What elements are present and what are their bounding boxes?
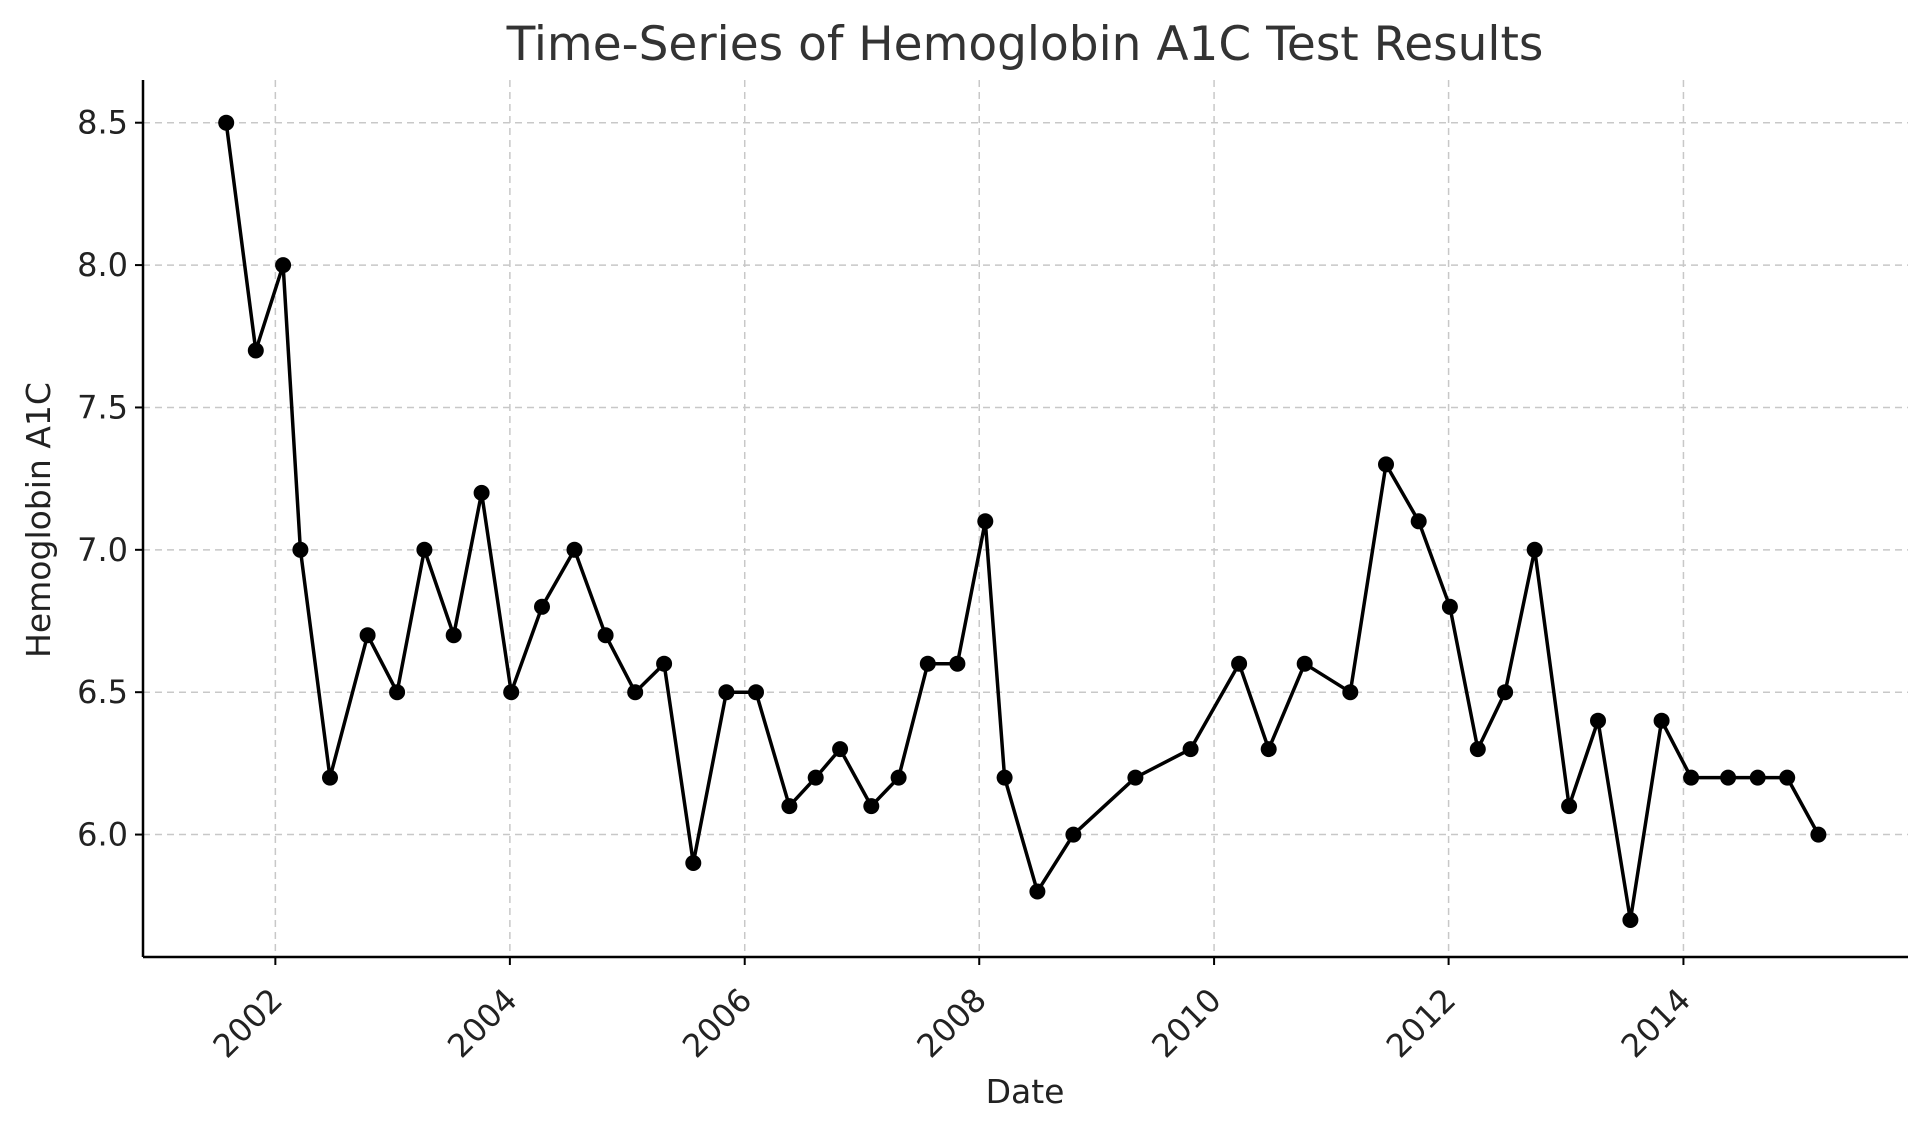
data-point: [1622, 912, 1639, 928]
data-point: [919, 655, 936, 672]
data-point: [781, 798, 798, 815]
data-point: [1683, 769, 1700, 786]
data-point: [1296, 655, 1313, 672]
data-point: [1720, 769, 1737, 786]
data-point: [473, 484, 490, 501]
axes: [141, 80, 1908, 959]
data-point: [1441, 598, 1458, 615]
data-point: [949, 655, 966, 672]
y-tick-label: 7.5: [77, 388, 128, 426]
data-point: [1410, 513, 1427, 530]
data-point: [1127, 769, 1144, 786]
data-point: [597, 627, 614, 644]
y-ticks: 6.0 6.5 7.0 7.5 8.0 8.5: [77, 104, 143, 854]
data-point: [1469, 741, 1486, 758]
x-axis-label: Date: [986, 1072, 1065, 1111]
x-tick-label: 2010: [1144, 981, 1228, 1065]
x-tick-label: 2004: [440, 981, 524, 1065]
data-point: [275, 257, 292, 274]
data-point: [1749, 769, 1766, 786]
grid: [143, 80, 1908, 957]
data-point: [1526, 541, 1543, 558]
x-tick-label: 2012: [1379, 981, 1463, 1065]
data-point: [890, 769, 907, 786]
data-points: [218, 114, 1827, 928]
data-point: [832, 741, 849, 758]
data-point: [627, 684, 644, 701]
data-point: [389, 684, 406, 701]
y-tick-label: 6.0: [77, 816, 128, 854]
data-point: [1497, 684, 1514, 701]
data-point: [1231, 655, 1248, 672]
y-tick-label: 8.5: [77, 104, 128, 142]
data-point: [359, 627, 376, 644]
data-point: [685, 855, 702, 871]
data-point: [1065, 826, 1082, 843]
data-point: [1260, 741, 1277, 758]
data-point: [1810, 826, 1827, 843]
y-axis-label: Hemoglobin A1C: [19, 382, 58, 658]
x-ticks: 2002 2004 2006 2008 2010 2012 2014: [206, 957, 1698, 1065]
data-point: [445, 627, 462, 644]
data-point: [566, 541, 583, 558]
y-tick-label: 7.0: [77, 531, 128, 569]
data-point: [1342, 684, 1359, 701]
data-point: [656, 655, 673, 672]
data-point: [718, 684, 735, 701]
data-point: [1779, 769, 1796, 786]
data-point: [1378, 456, 1394, 473]
data-point: [1029, 883, 1046, 900]
data-point: [863, 798, 880, 815]
data-point: [416, 541, 433, 558]
x-tick-label: 2006: [675, 981, 759, 1065]
data-point: [1561, 798, 1578, 815]
data-point: [807, 769, 824, 786]
data-point: [1590, 712, 1606, 729]
data-point: [322, 769, 338, 786]
x-tick-label: 2002: [206, 981, 290, 1065]
data-point: [748, 684, 764, 701]
data-point: [292, 541, 309, 558]
data-point: [977, 513, 994, 530]
x-tick-label: 2008: [909, 981, 993, 1065]
y-tick-label: 8.0: [77, 246, 128, 284]
y-tick-label: 6.5: [77, 673, 128, 711]
data-point: [503, 684, 520, 701]
series-line: [224, 122, 1820, 922]
data-point: [1182, 741, 1199, 758]
data-point: [218, 114, 235, 131]
data-point: [996, 769, 1013, 786]
data-point: [534, 598, 550, 615]
x-tick-label: 2014: [1614, 981, 1698, 1065]
chart-title: Time-Series of Hemoglobin A1C Test Resul…: [506, 17, 1544, 72]
data-point: [1653, 712, 1670, 729]
data-point: [247, 342, 264, 359]
